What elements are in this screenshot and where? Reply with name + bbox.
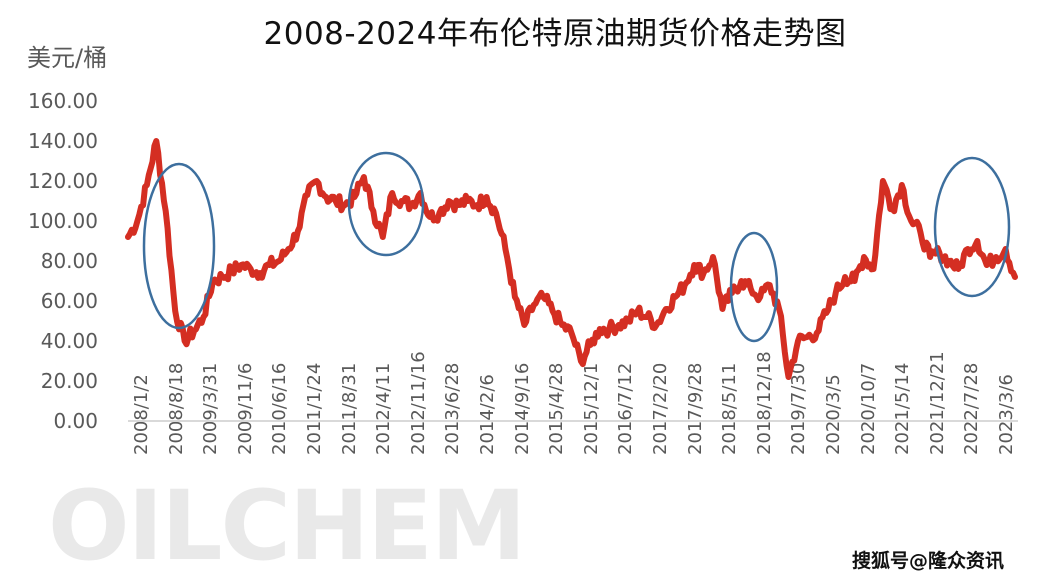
price-line bbox=[125, 138, 1018, 380]
chart-title: 2008-2024年布伦特原油期货价格走势图 bbox=[263, 16, 847, 52]
y-tick-label: 120.00 bbox=[28, 169, 98, 193]
highlight-ellipse-2018 bbox=[729, 231, 779, 343]
y-tick-label: 20.00 bbox=[40, 369, 98, 393]
y-tick-label: 60.00 bbox=[40, 289, 98, 313]
y-tick-label: 40.00 bbox=[40, 329, 98, 353]
y-tick-label: 0.00 bbox=[53, 409, 98, 433]
y-tick-label: 160.00 bbox=[28, 89, 98, 113]
watermark-logo: OILCHEM bbox=[48, 470, 526, 582]
highlight-ellipse-2008 bbox=[142, 162, 216, 330]
highlight-ellipse-2022 bbox=[933, 156, 1011, 298]
y-axis-unit: 美元/桶 bbox=[27, 44, 108, 72]
y-tick-label: 100.00 bbox=[28, 209, 98, 233]
highlight-ellipse-2012 bbox=[347, 151, 425, 257]
y-tick-label: 80.00 bbox=[40, 249, 98, 273]
highlight-ellipses bbox=[142, 151, 1011, 343]
y-tick-label: 140.00 bbox=[28, 129, 98, 153]
source-credit: 搜狐号@隆众资讯 bbox=[852, 550, 1005, 572]
